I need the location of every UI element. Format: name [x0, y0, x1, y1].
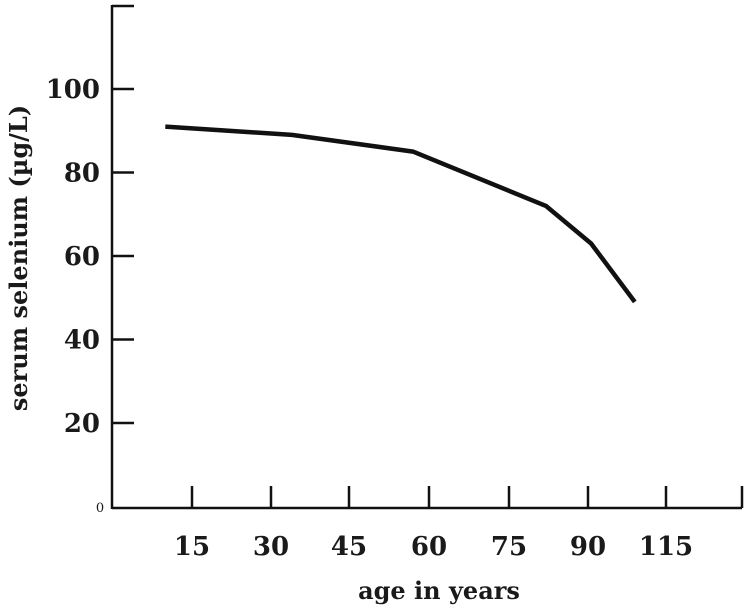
y-tick-label: 60: [64, 242, 100, 272]
y-tick-label: 20: [64, 409, 100, 439]
x-tick-label: 75: [491, 532, 527, 562]
y-tick-label: 80: [64, 159, 100, 189]
y-axis-title: serum selenium (µg/L): [4, 105, 33, 411]
x-tick-label: 60: [411, 532, 447, 562]
y-tick-label: 100: [46, 75, 100, 105]
y-tick-label: 40: [64, 326, 100, 356]
x-tick-label: 45: [331, 532, 367, 562]
x-tick-label: 90: [570, 532, 606, 562]
x-tick-label: 30: [253, 532, 289, 562]
x-ticks: 15 30 45 60 75 90 115: [174, 486, 693, 562]
y-ticks: 20 40 60 80 100: [46, 75, 134, 439]
origin-label: 0: [96, 501, 104, 516]
x-tick-label: 15: [174, 532, 210, 562]
x-tick-label: 115: [639, 532, 693, 562]
series-line: [165, 124, 637, 304]
x-axis-title: age in years: [358, 576, 520, 605]
x-axis: [112, 486, 744, 510]
